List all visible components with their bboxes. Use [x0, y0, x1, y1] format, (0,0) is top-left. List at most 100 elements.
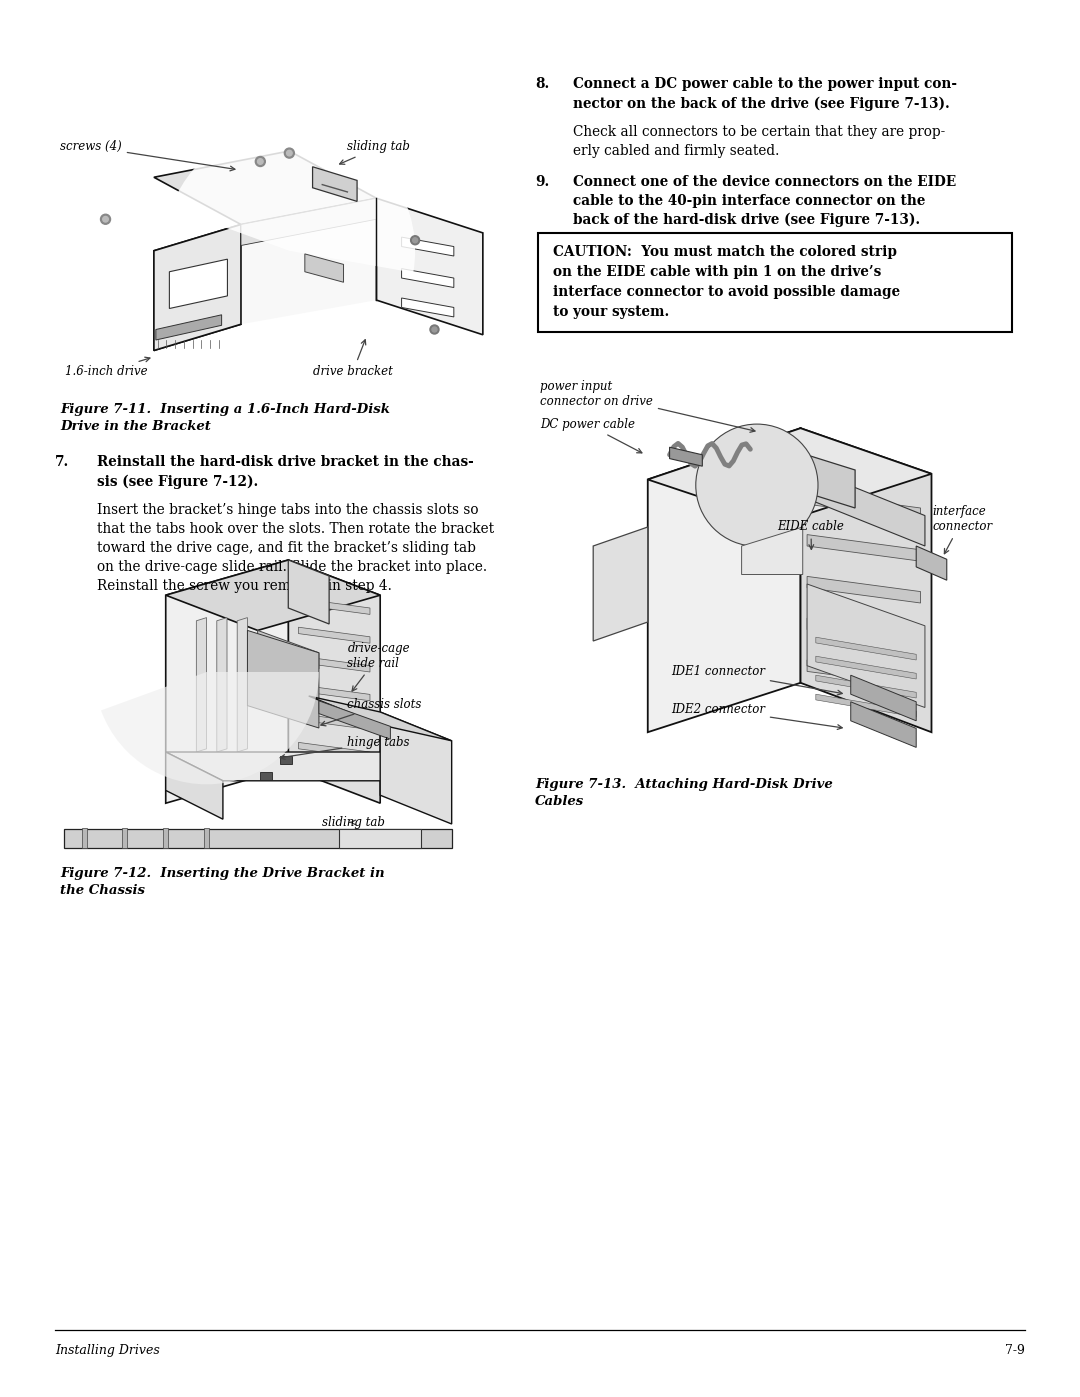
Text: 8.: 8.	[535, 77, 550, 91]
Polygon shape	[648, 429, 931, 524]
Polygon shape	[298, 627, 370, 643]
Polygon shape	[807, 584, 924, 707]
Polygon shape	[380, 712, 451, 824]
Text: Figure 7-13.  Attaching Hard-Disk Drive
Cables: Figure 7-13. Attaching Hard-Disk Drive C…	[535, 778, 833, 807]
Polygon shape	[811, 469, 924, 546]
Polygon shape	[815, 675, 916, 698]
Polygon shape	[916, 546, 947, 580]
Text: 1.6-inch drive: 1.6-inch drive	[65, 358, 150, 379]
Polygon shape	[807, 493, 920, 520]
Text: Insert the bracket’s hinge tabs into the chassis slots so
that the tabs hook ove: Insert the bracket’s hinge tabs into the…	[97, 503, 495, 592]
Polygon shape	[807, 619, 920, 645]
Polygon shape	[593, 527, 648, 641]
Text: DC power cable: DC power cable	[540, 418, 642, 453]
Polygon shape	[241, 198, 377, 246]
Polygon shape	[165, 752, 222, 819]
Polygon shape	[312, 166, 357, 201]
Text: interface
connector: interface connector	[933, 506, 993, 553]
Polygon shape	[815, 637, 916, 659]
Text: EIDE cable: EIDE cable	[778, 521, 845, 549]
FancyBboxPatch shape	[260, 773, 272, 780]
Polygon shape	[247, 630, 319, 728]
Text: 7.: 7.	[55, 455, 69, 469]
Polygon shape	[165, 560, 380, 630]
Polygon shape	[165, 752, 451, 781]
Text: hinge tabs: hinge tabs	[280, 736, 410, 760]
Circle shape	[413, 237, 418, 243]
Text: power input
connector on drive: power input connector on drive	[540, 380, 755, 432]
Polygon shape	[319, 701, 390, 739]
FancyBboxPatch shape	[280, 756, 293, 764]
Text: CAUTION:  You must match the colored strip
on the EIDE cable with pin 1 on the d: CAUTION: You must match the colored stri…	[553, 244, 900, 319]
Text: chassis slots: chassis slots	[321, 697, 422, 726]
Circle shape	[286, 151, 293, 156]
Text: 7-9: 7-9	[1005, 1344, 1025, 1356]
Polygon shape	[742, 527, 802, 574]
Polygon shape	[807, 535, 920, 562]
Text: drive-cage
slide rail: drive-cage slide rail	[348, 643, 410, 692]
Polygon shape	[648, 429, 800, 732]
Polygon shape	[64, 828, 451, 848]
Polygon shape	[288, 560, 329, 624]
Text: 9.: 9.	[535, 175, 550, 189]
Polygon shape	[165, 560, 288, 803]
Polygon shape	[238, 617, 247, 752]
Text: IDE1 connector: IDE1 connector	[671, 665, 842, 694]
Polygon shape	[339, 828, 421, 848]
Polygon shape	[402, 298, 454, 317]
Text: Reinstall the hard-disk drive bracket in the chas-
sis (see Figure 7-12).: Reinstall the hard-disk drive bracket in…	[97, 455, 474, 489]
FancyBboxPatch shape	[122, 828, 127, 848]
FancyBboxPatch shape	[163, 828, 168, 848]
Wedge shape	[171, 124, 415, 272]
Polygon shape	[800, 429, 931, 732]
Circle shape	[430, 326, 438, 334]
Text: IDE2 connector: IDE2 connector	[671, 703, 842, 729]
Polygon shape	[241, 198, 377, 324]
Text: Figure 7-12.  Inserting the Drive Bracket in
the Chassis: Figure 7-12. Inserting the Drive Bracket…	[60, 868, 384, 897]
Polygon shape	[217, 617, 227, 752]
Text: Installing Drives: Installing Drives	[55, 1344, 160, 1356]
Polygon shape	[156, 314, 221, 339]
Polygon shape	[815, 694, 916, 717]
Polygon shape	[377, 198, 483, 335]
Text: sliding tab: sliding tab	[339, 140, 410, 165]
Text: drive bracket: drive bracket	[313, 339, 393, 379]
Polygon shape	[154, 151, 377, 225]
Circle shape	[432, 327, 437, 332]
Circle shape	[257, 159, 264, 165]
Polygon shape	[298, 714, 370, 729]
Polygon shape	[670, 447, 702, 467]
Polygon shape	[298, 657, 370, 672]
Polygon shape	[807, 659, 920, 686]
Polygon shape	[309, 696, 451, 740]
Polygon shape	[197, 617, 206, 752]
Circle shape	[103, 217, 108, 222]
Polygon shape	[298, 742, 370, 759]
Polygon shape	[298, 685, 370, 701]
Polygon shape	[298, 598, 370, 615]
Wedge shape	[102, 672, 319, 784]
FancyBboxPatch shape	[204, 828, 210, 848]
Polygon shape	[851, 701, 916, 747]
Circle shape	[255, 156, 266, 166]
Text: screws (4): screws (4)	[60, 140, 235, 170]
Polygon shape	[258, 630, 319, 669]
Polygon shape	[305, 254, 343, 282]
Polygon shape	[851, 675, 916, 721]
Circle shape	[284, 148, 295, 158]
Circle shape	[100, 214, 110, 225]
FancyBboxPatch shape	[81, 828, 86, 848]
Polygon shape	[154, 225, 241, 351]
FancyBboxPatch shape	[538, 233, 1012, 332]
Text: sliding tab: sliding tab	[322, 816, 384, 828]
Polygon shape	[288, 560, 380, 803]
Polygon shape	[170, 260, 228, 309]
Polygon shape	[815, 657, 916, 679]
Polygon shape	[154, 225, 241, 351]
Polygon shape	[402, 237, 454, 256]
Text: Connect a DC power cable to the power input con-
nector on the back of the drive: Connect a DC power cable to the power in…	[573, 77, 957, 110]
Text: Check all connectors to be certain that they are prop-
erly cabled and firmly se: Check all connectors to be certain that …	[573, 124, 945, 158]
Circle shape	[410, 236, 420, 244]
Wedge shape	[696, 425, 818, 546]
Polygon shape	[746, 436, 855, 509]
